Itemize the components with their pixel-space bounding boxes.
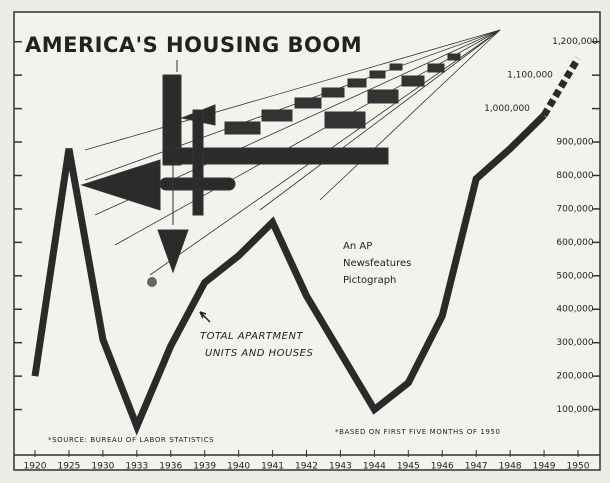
y-tick-label: 300,000	[556, 338, 593, 348]
y-tick-label: 200,000	[556, 372, 593, 382]
x-tick-label: 1949	[533, 462, 556, 472]
y-tick-label: 1,200,000	[552, 37, 598, 47]
credit: Newsfeatures	[343, 258, 411, 269]
credit: Pictograph	[343, 275, 396, 286]
y-tick-label: 1,000,000	[484, 104, 530, 114]
x-tick-label: 1942	[295, 462, 318, 472]
y-tick-label: 400,000	[556, 305, 593, 315]
y-tick-label: 1,100,000	[507, 71, 553, 81]
x-tick-label: 1950	[567, 462, 590, 472]
x-tick-label: 1939	[193, 462, 216, 472]
y-tick-label: 500,000	[556, 271, 593, 281]
x-tick-label: 1943	[329, 462, 352, 472]
x-tick-label: 1947	[465, 462, 488, 472]
y-tick-label: 700,000	[556, 204, 593, 214]
x-tick-label: 1948	[499, 462, 522, 472]
x-tick-label: 1941	[261, 462, 284, 472]
source-note: *SOURCE: BUREAU OF LABOR STATISTICS	[48, 436, 214, 444]
x-tick-label: 1930	[91, 462, 114, 472]
y-tick-label: 900,000	[556, 138, 593, 148]
chart: AMERICA'S HOUSING BOOM An AP Newsfeature…	[0, 0, 610, 483]
chart-title: AMERICA'S HOUSING BOOM	[25, 33, 362, 57]
x-tick-label: 1940	[227, 462, 250, 472]
x-tick-label: 1920	[24, 462, 47, 472]
x-tick-label: 1945	[397, 462, 420, 472]
series-label: UNITS AND HOUSES	[205, 348, 313, 359]
series-label: TOTAL APARTMENT	[200, 331, 303, 342]
y-tick-label: 100,000	[556, 405, 593, 415]
x-tick-label: 1925	[57, 462, 80, 472]
x-tick-label: 1946	[431, 462, 454, 472]
y-tick-label: 800,000	[556, 171, 593, 181]
y-tick-label: 600,000	[556, 238, 593, 248]
x-tick-label: 1933	[125, 462, 148, 472]
footnote: *BASED ON FIRST FIVE MONTHS OF 1950	[335, 428, 501, 436]
credit: An AP	[343, 241, 372, 252]
x-tick-label: 1936	[159, 462, 182, 472]
frame	[14, 12, 600, 470]
x-tick-label: 1944	[363, 462, 386, 472]
